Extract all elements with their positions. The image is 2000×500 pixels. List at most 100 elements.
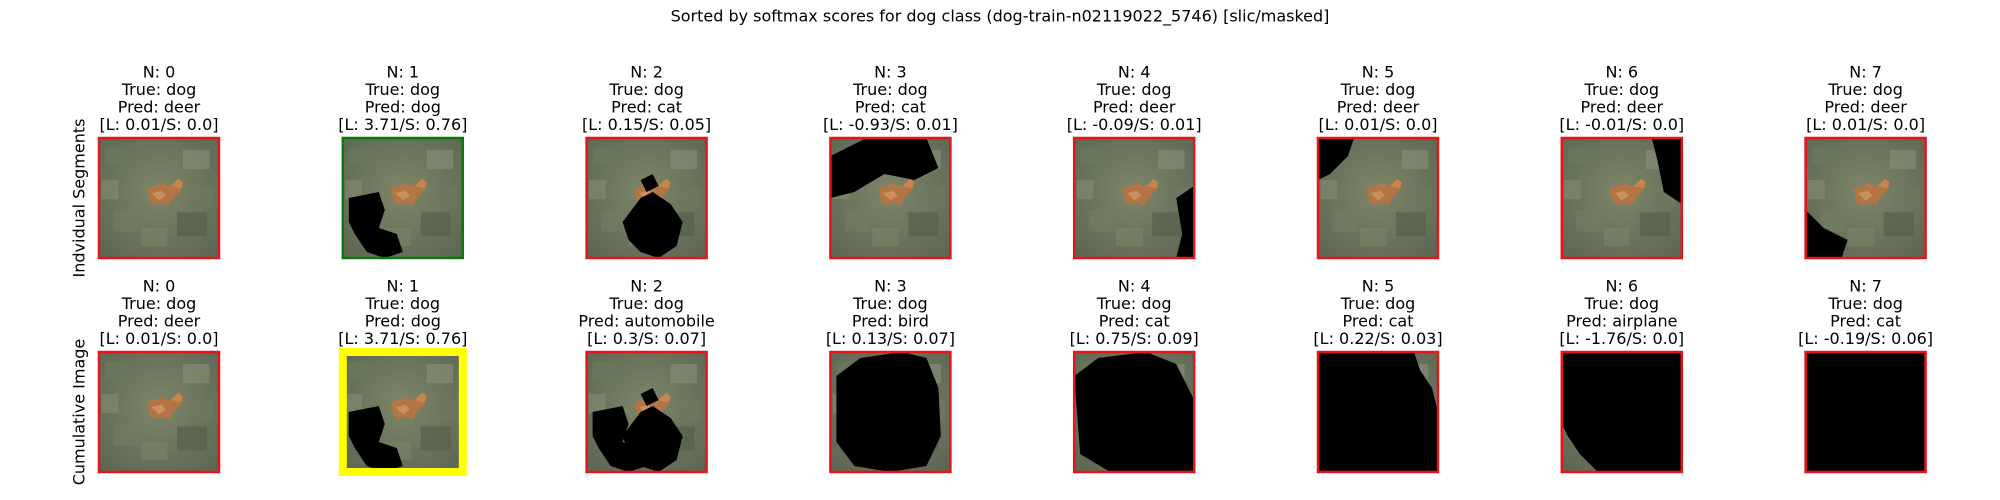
panel <box>829 136 952 260</box>
panel-pred: Pred: cat <box>855 98 926 117</box>
panel-pred: Pred: deer <box>118 312 201 331</box>
panel <box>97 136 221 260</box>
panel-pred: Pred: bird <box>852 312 929 331</box>
panel-pred: Pred: dog <box>365 312 441 331</box>
panel-border <box>338 348 467 476</box>
panel-true: True: dog <box>852 80 928 99</box>
panel <box>338 348 467 476</box>
panel-image <box>1561 352 1682 472</box>
panel-border <box>341 136 465 260</box>
panel-true: True: dog <box>1584 294 1660 313</box>
panel <box>1316 136 1440 260</box>
panel-score: [L: 0.01/S: 0.0] <box>1319 115 1438 134</box>
panel-pred: Pred: cat <box>1830 312 1901 331</box>
panel-pred: Pred: airplane <box>1566 312 1677 331</box>
panel-image <box>1805 138 1926 258</box>
panel-n: N: 7 <box>1849 63 1882 82</box>
panel <box>1804 136 1927 260</box>
panel-true: True: dog <box>365 294 441 313</box>
panel-image <box>1561 138 1682 258</box>
panel <box>1804 350 1927 474</box>
panel-score: [L: -0.01/S: 0.0] <box>1559 115 1684 134</box>
panel-image <box>586 138 707 258</box>
panel-image <box>342 138 463 258</box>
panel-score: [L: 3.71/S: 0.76] <box>338 329 467 348</box>
row-label: Cumulative Image <box>70 339 89 486</box>
panel-score: [L: 0.3/S: 0.07] <box>587 329 706 348</box>
panel-border <box>1072 136 1196 260</box>
panel-true: True: dog <box>1827 80 1903 99</box>
row-label: Indvidual Segments <box>70 119 89 278</box>
panel-image <box>830 352 951 472</box>
panel-score: [L: 0.15/S: 0.05] <box>582 115 711 134</box>
panel-border <box>1804 350 1927 474</box>
panel-true: True: dog <box>608 294 684 313</box>
panel-score: [L: -1.76/S: 0.0] <box>1559 329 1684 348</box>
panel-score: [L: -0.19/S: 0.06] <box>1798 329 1933 348</box>
panel-image <box>99 352 219 472</box>
panel-true: True: dog <box>121 294 197 313</box>
panel-score: [L: 3.71/S: 0.76] <box>338 115 467 134</box>
panel <box>1072 136 1196 260</box>
panel <box>585 136 708 260</box>
panel-border <box>1316 136 1440 260</box>
panel-border <box>1316 350 1440 474</box>
panel-score: [L: 0.01/S: 0.0] <box>100 115 219 134</box>
panel-pred: Pred: deer <box>118 98 201 117</box>
panel-pred: Pred: deer <box>1337 98 1420 117</box>
panel-n: N: 2 <box>630 277 663 296</box>
panel-score: [L: -0.93/S: 0.01] <box>823 115 958 134</box>
panel-n: N: 1 <box>386 63 419 82</box>
panel-true: True: dog <box>1340 294 1416 313</box>
panel-score: [L: 0.75/S: 0.09] <box>1070 329 1199 348</box>
panel-n: N: 7 <box>1849 277 1882 296</box>
panel <box>1072 350 1196 474</box>
panel-pred: Pred: deer <box>1093 98 1176 117</box>
panel-pred: Pred: cat <box>1343 312 1414 331</box>
panel <box>1316 350 1440 474</box>
panel-n: N: 0 <box>143 63 176 82</box>
panel-score: [L: 0.01/S: 0.0] <box>100 329 219 348</box>
panel-border <box>1804 136 1927 260</box>
panel-image <box>99 138 219 258</box>
panel-pred: Pred: deer <box>1824 98 1907 117</box>
panel-border <box>1072 350 1196 474</box>
panel-pred: Pred: automobile <box>578 312 714 331</box>
panel-border <box>97 136 221 260</box>
panel-image <box>1318 138 1438 258</box>
panel-n: N: 5 <box>1362 63 1395 82</box>
panel-true: True: dog <box>1827 294 1903 313</box>
panel-true: True: dog <box>1340 80 1416 99</box>
panel-image <box>586 352 707 472</box>
panel-true: True: dog <box>852 294 928 313</box>
panel-score: [L: 0.13/S: 0.07] <box>826 329 955 348</box>
panel <box>1560 350 1684 474</box>
panel-true: True: dog <box>1096 294 1172 313</box>
panel-image <box>1074 352 1195 472</box>
panel-pred: Pred: cat <box>1099 312 1170 331</box>
panel-n: N: 3 <box>874 63 907 82</box>
panel-image <box>342 352 463 472</box>
panel-n: N: 1 <box>386 277 419 296</box>
panel-border <box>97 350 221 474</box>
panel-pred: Pred: dog <box>365 98 441 117</box>
panel-n: N: 2 <box>630 63 663 82</box>
panel-score: [L: 0.22/S: 0.03] <box>1313 329 1442 348</box>
panel-true: True: dog <box>1096 80 1172 99</box>
panel-n: N: 0 <box>143 277 176 296</box>
panel-score: [L: 0.01/S: 0.0] <box>1806 115 1925 134</box>
panel-border <box>829 136 952 260</box>
panel-n: N: 4 <box>1118 63 1151 82</box>
panel-border <box>585 350 708 474</box>
panel-pred: Pred: cat <box>611 98 682 117</box>
panel-true: True: dog <box>121 80 197 99</box>
panel <box>1560 136 1684 260</box>
panel-n: N: 5 <box>1362 277 1395 296</box>
panel-image <box>830 138 951 258</box>
panel-true: True: dog <box>608 80 684 99</box>
panel <box>341 136 465 260</box>
panel-border <box>585 136 708 260</box>
panel-n: N: 3 <box>874 277 907 296</box>
panel <box>97 350 221 474</box>
